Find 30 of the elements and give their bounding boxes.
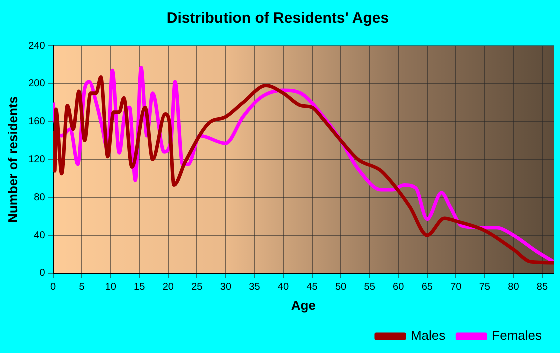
y-tick-label: 120 <box>28 154 46 166</box>
y-axis-title: Number of residents <box>5 96 20 223</box>
x-tick-label: 0 <box>50 282 57 294</box>
x-tick-label: 10 <box>105 282 117 294</box>
y-tick-label: 40 <box>34 230 46 242</box>
x-tick-label: 20 <box>162 282 174 294</box>
x-tick-label: 60 <box>393 282 405 294</box>
y-tick-label: 160 <box>28 116 46 128</box>
x-tick-label: 70 <box>450 282 462 294</box>
chart-title: Distribution of Residents' Ages <box>166 10 390 28</box>
x-tick-label: 15 <box>134 282 146 294</box>
x-tick-label: 35 <box>249 282 261 294</box>
x-tick-label: 5 <box>79 282 86 294</box>
x-axis-title: Age <box>291 298 316 313</box>
x-tick-label: 50 <box>335 282 348 294</box>
x-tick-label: 65 <box>422 282 434 294</box>
legend-label: Males <box>410 328 446 344</box>
legend-label: Females <box>492 328 542 344</box>
y-tick-label: 200 <box>28 78 46 90</box>
x-tick-label: 55 <box>364 282 376 294</box>
x-tick-label: 30 <box>220 282 232 294</box>
x-tick-label: 80 <box>508 282 520 294</box>
x-tick-label: 75 <box>479 282 491 294</box>
x-tick-label: 25 <box>192 282 204 294</box>
y-tick-label: 240 <box>28 40 46 52</box>
y-tick-label: 80 <box>34 192 46 204</box>
y-tick-label: 0 <box>40 268 46 280</box>
x-tick-label: 85 <box>536 282 548 294</box>
x-tick-label: 40 <box>278 282 290 294</box>
x-tick-label: 45 <box>306 282 318 294</box>
